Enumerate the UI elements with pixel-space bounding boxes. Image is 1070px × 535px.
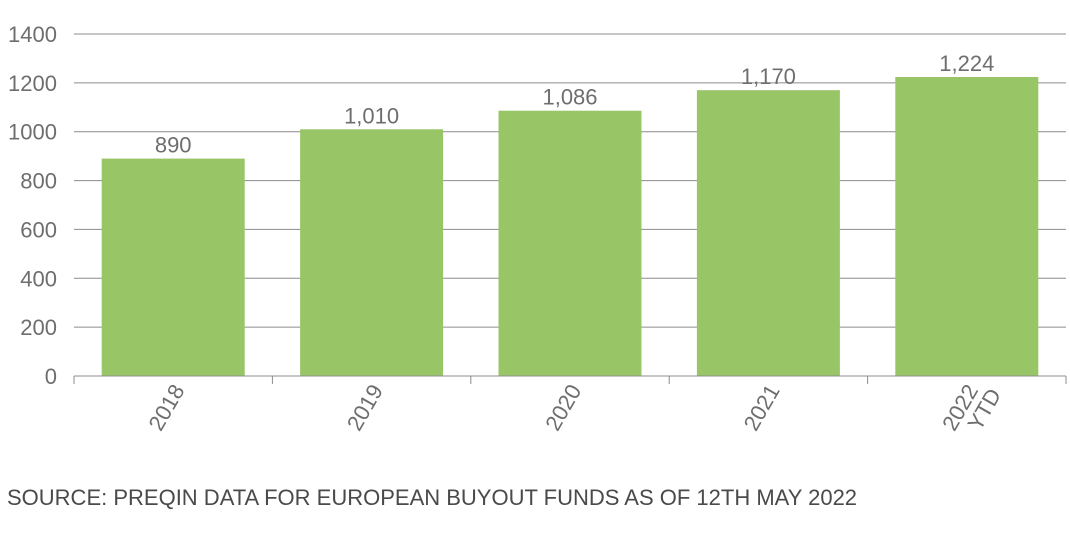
- bar: [101, 158, 245, 376]
- y-axis-ticks: 0 200 400 600 800 1000 1200 1400: [8, 22, 57, 389]
- y-tick-label: 0: [45, 364, 57, 389]
- bar: [300, 129, 444, 376]
- y-tick-label: 800: [20, 169, 57, 194]
- bar: [696, 90, 840, 376]
- data-labels: 890 1,010 1,086 1,170 1,224: [155, 51, 994, 158]
- data-label: 890: [155, 133, 192, 158]
- x-tick-label-line: 2021: [739, 380, 785, 435]
- data-label: 1,010: [344, 103, 399, 128]
- data-label: 1,086: [542, 85, 597, 110]
- source-note: SOURCE: PREQIN DATA FOR EUROPEAN BUYOUT …: [7, 485, 858, 510]
- bars: [101, 76, 1039, 376]
- y-tick-label: 1200: [8, 71, 57, 96]
- data-label: 1,224: [939, 51, 994, 76]
- x-tick-label-line: 2020: [540, 380, 586, 435]
- x-axis: [73, 375, 1067, 384]
- x-tick-label-line: 2018: [143, 380, 189, 435]
- x-tick-label: 2019: [342, 380, 388, 435]
- y-tick-label: 1000: [8, 120, 57, 145]
- y-tick-label: 200: [20, 315, 57, 340]
- x-tick-label: 2020: [540, 380, 586, 435]
- x-tick-label: 2021: [739, 380, 785, 435]
- x-tick-label: 2022YTD: [937, 373, 1006, 446]
- bar: [498, 110, 642, 376]
- data-label: 1,170: [741, 64, 796, 89]
- y-tick-label: 1400: [8, 22, 57, 47]
- x-tick-label: 2018: [143, 380, 189, 435]
- y-tick-label: 400: [20, 266, 57, 291]
- bar: [895, 76, 1039, 376]
- x-tick-label-line: 2019: [342, 380, 388, 435]
- y-tick-label: 600: [20, 217, 57, 242]
